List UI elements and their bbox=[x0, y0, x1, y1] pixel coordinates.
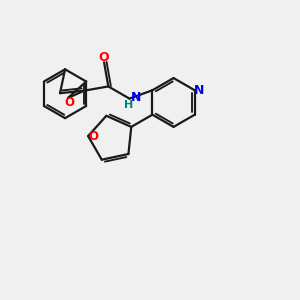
Text: O: O bbox=[99, 51, 110, 64]
Text: O: O bbox=[64, 96, 74, 109]
Text: N: N bbox=[131, 91, 141, 104]
Text: N: N bbox=[194, 84, 205, 97]
Text: H: H bbox=[124, 100, 134, 110]
Text: O: O bbox=[88, 130, 98, 143]
